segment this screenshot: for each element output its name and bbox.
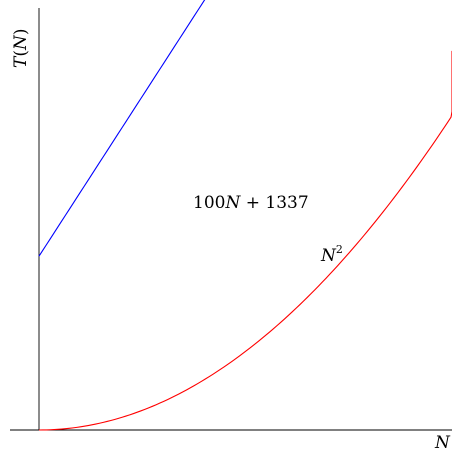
y-axis-label: T(N): [11, 29, 31, 69]
series-label-quadratic: N2: [320, 243, 343, 266]
x-axis-label: N: [434, 433, 451, 453]
series-line-quadratic: [38, 50, 452, 431]
series-label-linear: 100N + 1337: [193, 193, 309, 213]
series-line-linear: [38, 0, 206, 257]
